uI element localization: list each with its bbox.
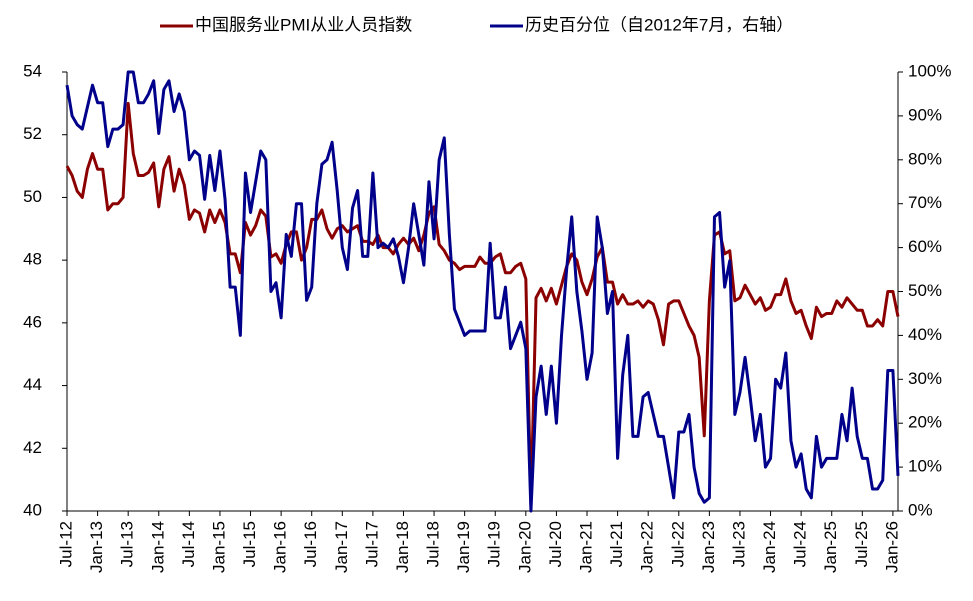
x-tick-label: Jan-18 bbox=[393, 521, 412, 573]
x-tick-label: Jan-22 bbox=[638, 521, 657, 573]
y-tick-label: 46 bbox=[23, 312, 42, 331]
y2-tick-label: 30% bbox=[908, 369, 942, 388]
legend-label: 历史百分位（自2012年7月，右轴） bbox=[525, 15, 793, 34]
x-tick-label: Jul-19 bbox=[485, 521, 504, 567]
x-tick-label: Jan-24 bbox=[760, 521, 779, 573]
y-tick-label: 42 bbox=[23, 438, 42, 457]
x-tick-label: Jan-17 bbox=[332, 521, 351, 573]
x-tick-label: Jul-20 bbox=[546, 521, 565, 567]
legend-label: 中国服务业PMI从业人员指数 bbox=[195, 15, 412, 34]
y2-tick-label: 50% bbox=[908, 281, 942, 300]
x-tick-label: Jul-18 bbox=[424, 521, 443, 567]
x-tick-label: Jul-23 bbox=[729, 521, 748, 567]
y-tick-label: 52 bbox=[23, 124, 42, 143]
y-tick-label: 50 bbox=[23, 187, 42, 206]
x-tick-label: Jan-25 bbox=[821, 521, 840, 573]
x-tick-label: Jul-24 bbox=[791, 521, 810, 567]
y2-tick-label: 20% bbox=[908, 413, 942, 432]
y-tick-label: 40 bbox=[23, 500, 42, 519]
x-tick-label: Jan-21 bbox=[576, 521, 595, 573]
series-line bbox=[65, 101, 900, 507]
x-tick-label: Jul-22 bbox=[668, 521, 687, 567]
y2-tick-label: 90% bbox=[908, 105, 942, 124]
y2-tick-label: 70% bbox=[908, 193, 942, 212]
x-tick-label: Jan-26 bbox=[882, 521, 901, 573]
x-tick-label: Jul-12 bbox=[56, 521, 75, 567]
x-tick-label: Jul-25 bbox=[852, 521, 871, 567]
y2-tick-label: 40% bbox=[908, 325, 942, 344]
y-tick-label: 44 bbox=[23, 375, 42, 394]
x-tick-label: Jul-16 bbox=[301, 521, 320, 567]
x-tick-label: Jan-19 bbox=[454, 521, 473, 573]
y2-tick-label: 60% bbox=[908, 237, 942, 256]
y-tick-label: 48 bbox=[23, 250, 42, 269]
x-tick-label: Jan-13 bbox=[87, 521, 106, 573]
x-tick-label: Jan-15 bbox=[209, 521, 228, 573]
x-tick-label: Jul-13 bbox=[118, 521, 137, 567]
x-tick-label: Jul-14 bbox=[179, 521, 198, 567]
x-tick-label: Jul-17 bbox=[362, 521, 381, 567]
y2-tick-label: 0% bbox=[908, 500, 933, 519]
x-tick-label: Jul-15 bbox=[240, 521, 259, 567]
x-tick-label: Jan-16 bbox=[271, 521, 290, 573]
y-tick-label: 54 bbox=[23, 61, 42, 80]
y2-tick-label: 80% bbox=[908, 149, 942, 168]
x-tick-label: Jan-14 bbox=[148, 521, 167, 573]
y2-tick-label: 100% bbox=[908, 61, 951, 80]
x-tick-label: Jan-23 bbox=[699, 521, 718, 573]
x-tick-label: Jan-20 bbox=[515, 521, 534, 573]
series-line bbox=[65, 70, 900, 513]
x-tick-label: Jul-21 bbox=[607, 521, 626, 567]
y2-tick-label: 10% bbox=[908, 457, 942, 476]
